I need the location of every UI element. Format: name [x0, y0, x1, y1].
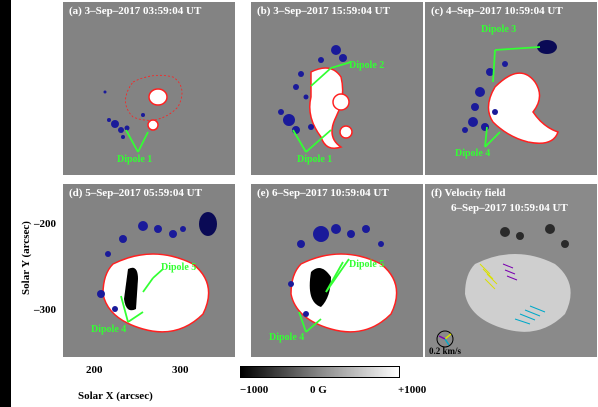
panel-a-image	[103, 74, 183, 153]
dipole-label: Dipole 3	[481, 24, 517, 35]
velocity-scale-label: 0.2 km/s	[429, 346, 462, 356]
panel-e: (e) 6–Sep–2017 10:59:04 UT Dipole 5 Dipo…	[250, 183, 424, 358]
dipole-label: Dipole 1	[117, 154, 153, 165]
dipole-label: Dipole 2	[349, 60, 385, 71]
panel-d-title: (d) 5–Sep–2017 05:59:04 UT	[69, 187, 202, 199]
colorbar-max-label: +1000	[398, 384, 427, 396]
colorbar-mid-label: 0 G	[310, 384, 327, 396]
panel-b: (b) 3–Sep–2017 15:59:04 UT Dipole 2 Dipo…	[250, 1, 424, 176]
x-tick-label: 200	[86, 364, 103, 376]
y-tick-label: –200	[34, 218, 56, 230]
panel-f-image	[436, 224, 571, 348]
panel-f: (f) Velocity field 6–Sep–2017 10:59:04 U…	[424, 183, 598, 358]
dipole-label: Dipole 5	[161, 262, 197, 273]
panel-c-image	[462, 40, 559, 148]
x-tick-label: 300	[172, 364, 189, 376]
panel-c-title: (c) 4–Sep–2017 10:59:04 UT	[431, 5, 563, 17]
panel-b-image	[278, 45, 353, 153]
panel-f-title: (f) Velocity field	[431, 187, 506, 199]
panel-d-image	[97, 212, 217, 333]
y-tick-label: –300	[34, 304, 56, 316]
dipole-label: Dipole 4	[91, 324, 127, 335]
left-frame-bar	[0, 0, 11, 407]
y-axis-label: Solar Y (arcsec)	[20, 221, 32, 295]
panel-f-subtitle: 6–Sep–2017 10:59:04 UT	[451, 202, 568, 214]
panel-a: (a) 3–Sep–2017 03:59:04 UT Dipole 1	[62, 1, 236, 176]
colorbar-min-label: −1000	[240, 384, 269, 396]
dipole-label: Dipole 4	[455, 148, 491, 159]
panel-e-image	[288, 224, 398, 333]
dipole-label: Dipole 1	[297, 154, 333, 165]
x-axis-label: Solar X (arcsec)	[78, 390, 153, 402]
panel-a-title: (a) 3–Sep–2017 03:59:04 UT	[69, 5, 202, 17]
dipole-label: Dipole 4	[269, 332, 305, 343]
panel-b-title: (b) 3–Sep–2017 15:59:04 UT	[257, 5, 390, 17]
colorbar	[240, 366, 400, 378]
dipole-label: Dipole 5	[349, 259, 385, 270]
panel-c: (c) 4–Sep–2017 10:59:04 UT Dipole 3 Dipo…	[424, 1, 598, 176]
panel-e-title: (e) 6–Sep–2017 10:59:04 UT	[257, 187, 389, 199]
panel-d: (d) 5–Sep–2017 05:59:04 UT Dipole 5 Dipo…	[62, 183, 236, 358]
